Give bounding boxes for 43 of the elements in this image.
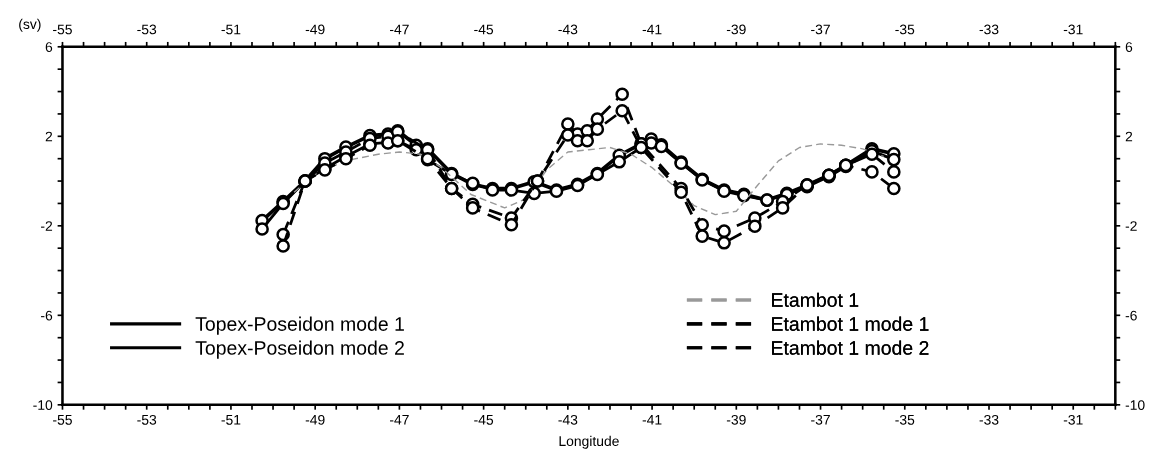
y2-tick-label: 2 — [1125, 131, 1133, 142]
y-tick-label: -2 — [41, 221, 53, 231]
legend-label: Etambot 1 mode 2 — [772, 340, 929, 355]
x2-tick-label: -37 — [811, 24, 830, 35]
x-tick-label: -37 — [811, 414, 830, 425]
x2-tick-label: -33 — [979, 24, 999, 35]
x2-tick-label: -45 — [474, 24, 494, 35]
y-tick-label: -10 — [33, 400, 53, 410]
x2-tick-label: -49 — [305, 24, 325, 35]
y-tick-label: -6 — [41, 310, 53, 321]
y2-tick-label: -10 — [1125, 400, 1145, 410]
x2-tick-label: -41 — [642, 24, 662, 35]
x-tick-label: -51 — [221, 415, 241, 425]
legend-label: Topex-Poseidon mode 2 — [195, 340, 404, 359]
x-axis-title: Longitude — [559, 435, 619, 449]
x-tick-label: -41 — [642, 415, 662, 425]
x2-tick-label: -35 — [895, 24, 915, 35]
x-tick-label: -35 — [895, 414, 915, 425]
x2-tick-label: -31 — [1063, 24, 1083, 35]
x2-tick-label: -47 — [389, 24, 409, 35]
y2-tick-label: -6 — [1125, 310, 1137, 321]
y-tick-label: 2 — [45, 131, 53, 142]
y-axis-title: (sv) — [19, 18, 41, 32]
x2-tick-label: -55 — [53, 24, 72, 35]
x-tick-label: -31 — [1063, 414, 1083, 425]
x-tick-label: -53 — [137, 414, 157, 425]
y-tick-label: 6 — [45, 42, 53, 52]
x-tick-label: -39 — [726, 414, 746, 425]
x-tick-label: -47 — [389, 415, 409, 425]
y2-tick-label: -2 — [1125, 221, 1137, 231]
x-tick-label: -45 — [474, 415, 494, 425]
y2-tick-label: 6 — [1125, 42, 1133, 52]
x2-tick-label: -39 — [726, 24, 746, 35]
x2-tick-label: -43 — [558, 24, 578, 35]
x2-tick-label: -51 — [221, 24, 241, 35]
legend-label: Etambot 1 — [772, 292, 859, 307]
legend-label: Etambot 1 mode 1 — [772, 316, 929, 331]
x-tick-label: -33 — [979, 414, 999, 425]
legend-label: Topex-Poseidon mode 1 — [195, 316, 404, 335]
x-tick-label: -49 — [305, 414, 325, 425]
x2-tick-label: -53 — [137, 24, 157, 35]
x-tick-label: -43 — [558, 414, 578, 425]
x-tick-label: -55 — [53, 415, 72, 425]
